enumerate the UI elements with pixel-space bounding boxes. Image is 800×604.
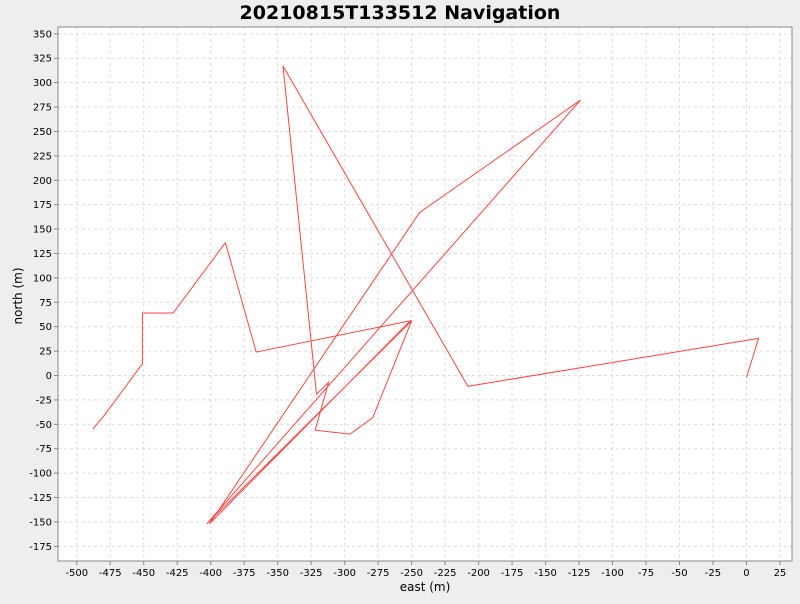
x-tick-label: -400: [199, 568, 222, 579]
y-tick-label: 100: [33, 273, 52, 284]
x-axis-ticks: -500 -475 -450 -425 -400 -375 -350 -325 -300 -275…: [65, 561, 786, 579]
y-tick-label: 150: [33, 225, 52, 236]
series-layer: [92, 65, 760, 525]
y-tick-label: 75: [39, 298, 52, 309]
trajectory-line: [92, 65, 760, 525]
x-tick-label: -125: [568, 568, 591, 579]
y-tick-label: -125: [29, 493, 52, 504]
y-tick-label: 50: [39, 322, 52, 333]
plot-background: [58, 27, 792, 561]
x-tick-label: -275: [367, 568, 390, 579]
y-tick-label: 0: [46, 371, 52, 382]
y-tick-label: 300: [33, 78, 52, 89]
plot-frame: [57, 26, 793, 562]
x-tick-label: -425: [166, 568, 189, 579]
x-tick-label: -300: [333, 568, 356, 579]
x-tick-label: -50: [671, 568, 687, 579]
y-axis-ticks: -175 -150 -125 -100 -75 -50 -25 0 25 50 75 100 125 15…: [29, 29, 58, 553]
y-tick-label: 225: [33, 151, 52, 162]
x-tick-label: -250: [400, 568, 423, 579]
y-tick-label: -75: [36, 444, 52, 455]
grid-lines: [58, 27, 792, 561]
x-tick-label: -375: [233, 568, 256, 579]
y-tick-label: 250: [33, 127, 52, 138]
y-tick-label: -25: [36, 395, 52, 406]
y-tick-label: 125: [33, 249, 52, 260]
y-tick-label: 325: [33, 54, 52, 65]
x-tick-label: -500: [65, 568, 88, 579]
x-tick-label: -225: [434, 568, 457, 579]
x-tick-label: -100: [601, 568, 624, 579]
y-tick-label: -100: [29, 469, 52, 480]
x-tick-label: -350: [266, 568, 289, 579]
y-tick-label: 175: [33, 200, 52, 211]
y-tick-label: 200: [33, 176, 52, 187]
x-tick-label: 25: [774, 568, 787, 579]
y-tick-label: 25: [39, 347, 52, 358]
x-axis-label: east (m): [400, 580, 451, 594]
x-tick-label: -175: [501, 568, 524, 579]
x-tick-label: -475: [99, 568, 122, 579]
x-tick-label: -450: [132, 568, 155, 579]
x-tick-label: -200: [467, 568, 490, 579]
y-axis-label: north (m): [11, 267, 25, 324]
y-tick-label: -50: [36, 420, 52, 431]
chart-title: 20210815T133512 Navigation: [240, 2, 561, 24]
y-tick-label: 350: [33, 29, 52, 40]
x-tick-label: -150: [534, 568, 557, 579]
x-tick-label: -75: [638, 568, 654, 579]
x-tick-label: 0: [743, 568, 749, 579]
y-tick-label: -175: [29, 542, 52, 553]
x-tick-label: -325: [300, 568, 323, 579]
x-tick-label: -25: [705, 568, 721, 579]
y-tick-label: -150: [29, 517, 52, 528]
y-tick-label: 275: [33, 103, 52, 114]
